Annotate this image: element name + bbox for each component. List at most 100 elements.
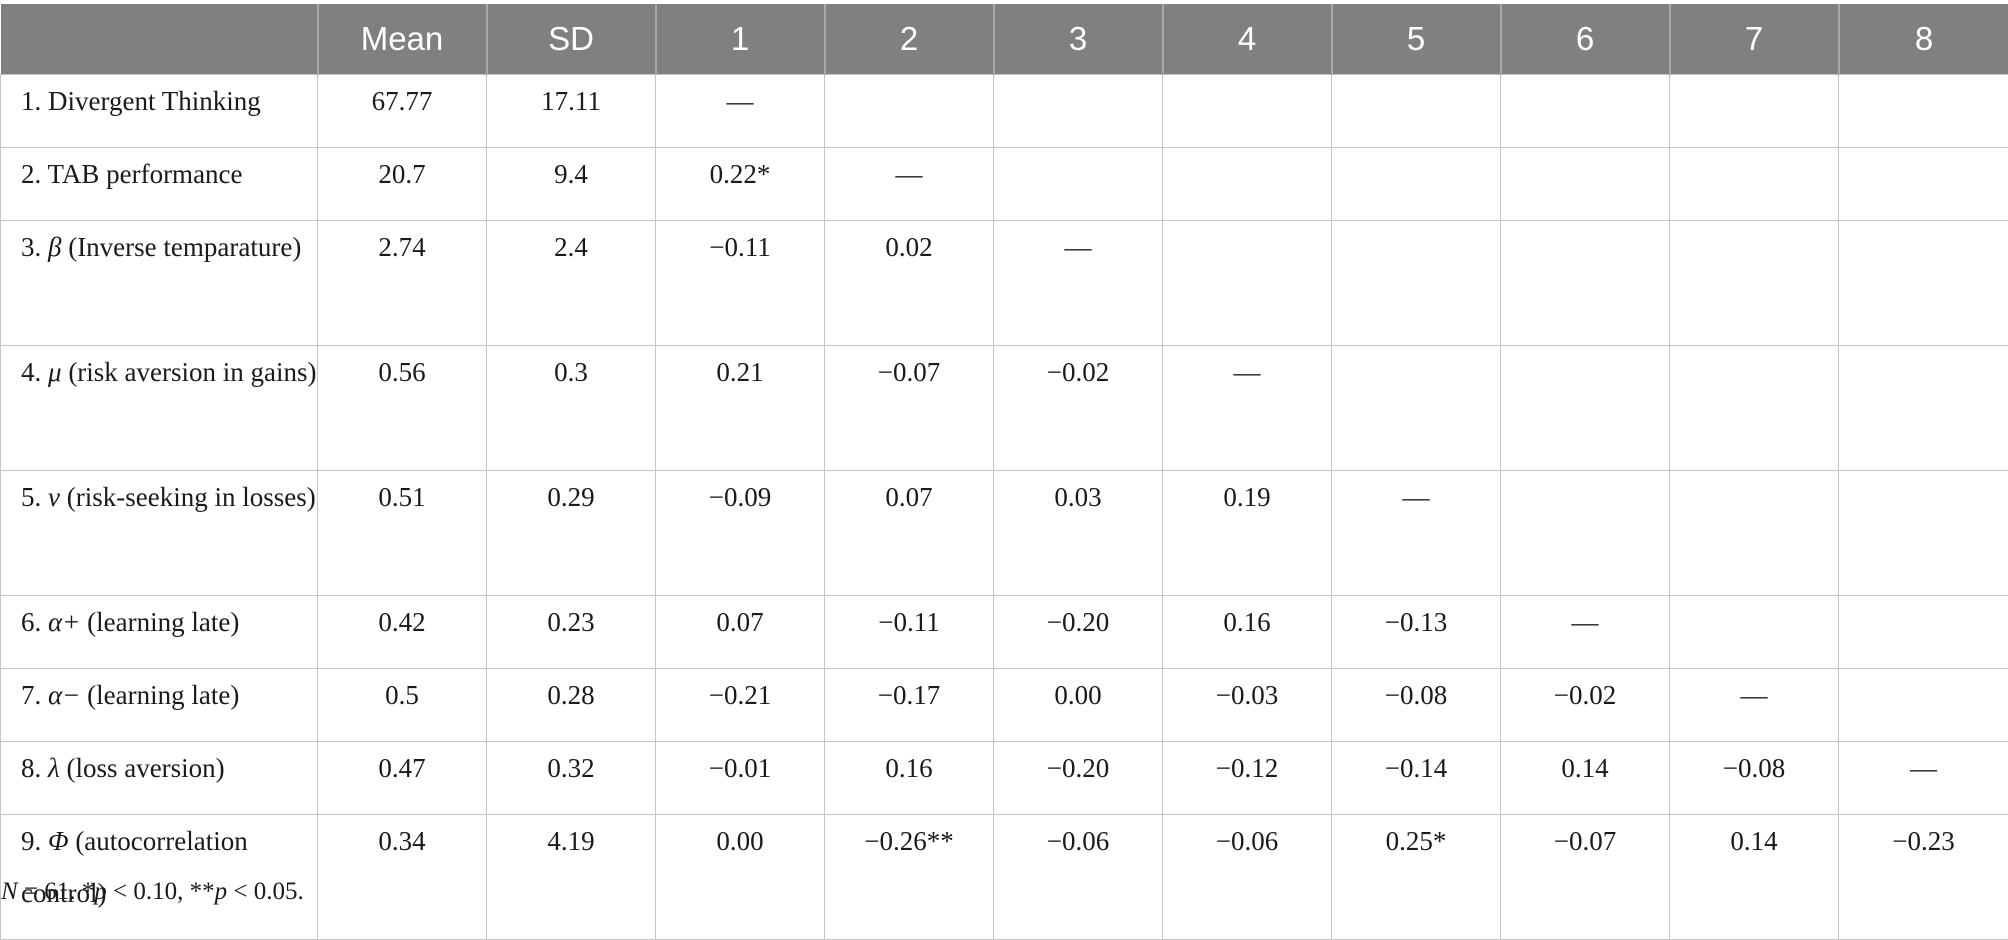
correlation-cell — [1839, 221, 2008, 346]
header-var-4: 4 — [1163, 4, 1332, 75]
correlation-cell — [1839, 75, 2008, 148]
correlation-cell — [1670, 471, 1839, 596]
mean-cell: 2.74 — [318, 221, 487, 346]
correlation-cell — [1839, 346, 2008, 471]
row-label-number: 2. — [21, 159, 41, 189]
row-label-symbol: β — [48, 232, 61, 262]
row-label-number: 3. — [21, 232, 41, 262]
correlation-cell: 0.02 — [825, 221, 994, 346]
row-label-number: 5. — [21, 482, 41, 512]
correlation-cell: — — [994, 221, 1163, 346]
correlation-cell — [1163, 75, 1332, 148]
header-sd: SD — [487, 4, 656, 75]
correlation-cell — [1332, 148, 1501, 221]
row-label-symbol: Φ — [48, 826, 69, 856]
correlation-cell — [1839, 471, 2008, 596]
correlation-cell — [1839, 148, 2008, 221]
mean-cell: 20.7 — [318, 148, 487, 221]
correlation-cell — [1670, 596, 1839, 669]
correlation-cell: 0.00 — [656, 815, 825, 940]
correlation-cell — [1163, 221, 1332, 346]
row-label: 8. λ (loss aversion) — [1, 742, 318, 815]
header-var-6: 6 — [1501, 4, 1670, 75]
correlation-cell — [994, 148, 1163, 221]
correlation-cell — [1163, 148, 1332, 221]
row-label-number: 6. — [21, 607, 41, 637]
correlation-cell: 0.25* — [1332, 815, 1501, 940]
header-var-3: 3 — [994, 4, 1163, 75]
correlation-cell: −0.17 — [825, 669, 994, 742]
sd-cell: 4.19 — [487, 815, 656, 940]
row-label-number: 1. — [21, 86, 41, 116]
correlation-cell: −0.09 — [656, 471, 825, 596]
sd-cell: 17.11 — [487, 75, 656, 148]
row-label-text: (risk aversion in gains) — [68, 357, 316, 387]
row-label: 3. β (Inverse temparature) — [1, 221, 318, 346]
correlation-cell: 0.16 — [1163, 596, 1332, 669]
correlation-cell — [1501, 75, 1670, 148]
correlation-cell — [1501, 221, 1670, 346]
correlation-cell: — — [1670, 669, 1839, 742]
header-mean: Mean — [318, 4, 487, 75]
table-header-row: Mean SD 1 2 3 4 5 6 7 8 — [1, 4, 2008, 75]
sd-cell: 0.32 — [487, 742, 656, 815]
sd-cell: 0.23 — [487, 596, 656, 669]
correlation-cell: −0.02 — [1501, 669, 1670, 742]
correlation-cell: −0.14 — [1332, 742, 1501, 815]
correlation-cell — [1839, 596, 2008, 669]
header-var-8: 8 — [1839, 4, 2008, 75]
row-label: 6. α+ (learning late) — [1, 596, 318, 669]
row-label: 4. μ (risk aversion in gains) — [1, 346, 318, 471]
correlation-cell — [1332, 75, 1501, 148]
correlation-cell: 0.03 — [994, 471, 1163, 596]
correlation-cell: −0.11 — [825, 596, 994, 669]
correlation-cell: −0.02 — [994, 346, 1163, 471]
sd-cell: 9.4 — [487, 148, 656, 221]
sd-cell: 2.4 — [487, 221, 656, 346]
mean-cell: 0.5 — [318, 669, 487, 742]
correlation-cell: 0.14 — [1670, 815, 1839, 940]
correlation-cell: −0.20 — [994, 596, 1163, 669]
correlation-cell: 0.07 — [825, 471, 994, 596]
correlation-cell — [1332, 346, 1501, 471]
mean-cell: 0.47 — [318, 742, 487, 815]
sd-cell: 0.29 — [487, 471, 656, 596]
correlation-cell — [1332, 221, 1501, 346]
row-label-number: 7. — [21, 680, 41, 710]
mean-cell: 67.77 — [318, 75, 487, 148]
footnote-p1-text: < 0.10, ** — [107, 878, 215, 905]
correlation-cell: — — [656, 75, 825, 148]
row-label: 1. Divergent Thinking — [1, 75, 318, 148]
row-label-number: 9. — [21, 826, 41, 856]
correlation-cell — [1501, 148, 1670, 221]
row-label: 5. ν (risk-seeking in losses) — [1, 471, 318, 596]
correlation-cell: −0.26** — [825, 815, 994, 940]
footnote-n-symbol: N — [1, 878, 18, 905]
correlation-cell: — — [825, 148, 994, 221]
correlation-cell: −0.07 — [825, 346, 994, 471]
row-label: 2. TAB performance — [1, 148, 318, 221]
correlation-cell: −0.13 — [1332, 596, 1501, 669]
mean-cell: 0.34 — [318, 815, 487, 940]
row-label-symbol: μ — [48, 357, 62, 387]
row-label-text: (risk-seeking in losses) — [67, 482, 316, 512]
correlation-cell: −0.07 — [1501, 815, 1670, 940]
correlation-cell: — — [1163, 346, 1332, 471]
row-label-text: (learning late) — [87, 607, 239, 637]
row-label-symbol: λ — [48, 753, 60, 783]
correlation-cell: 0.21 — [656, 346, 825, 471]
correlation-cell: −0.20 — [994, 742, 1163, 815]
row-label-text: Divergent Thinking — [48, 86, 261, 116]
correlation-cell — [1670, 221, 1839, 346]
footnote-p-symbol: p — [94, 878, 107, 905]
correlation-cell: — — [1332, 471, 1501, 596]
correlation-cell: −0.08 — [1332, 669, 1501, 742]
table-footnote: N = 61. *p < 0.10, **p < 0.05. — [1, 878, 304, 906]
correlation-cell: 0.07 — [656, 596, 825, 669]
correlation-cell: −0.23 — [1839, 815, 2008, 940]
